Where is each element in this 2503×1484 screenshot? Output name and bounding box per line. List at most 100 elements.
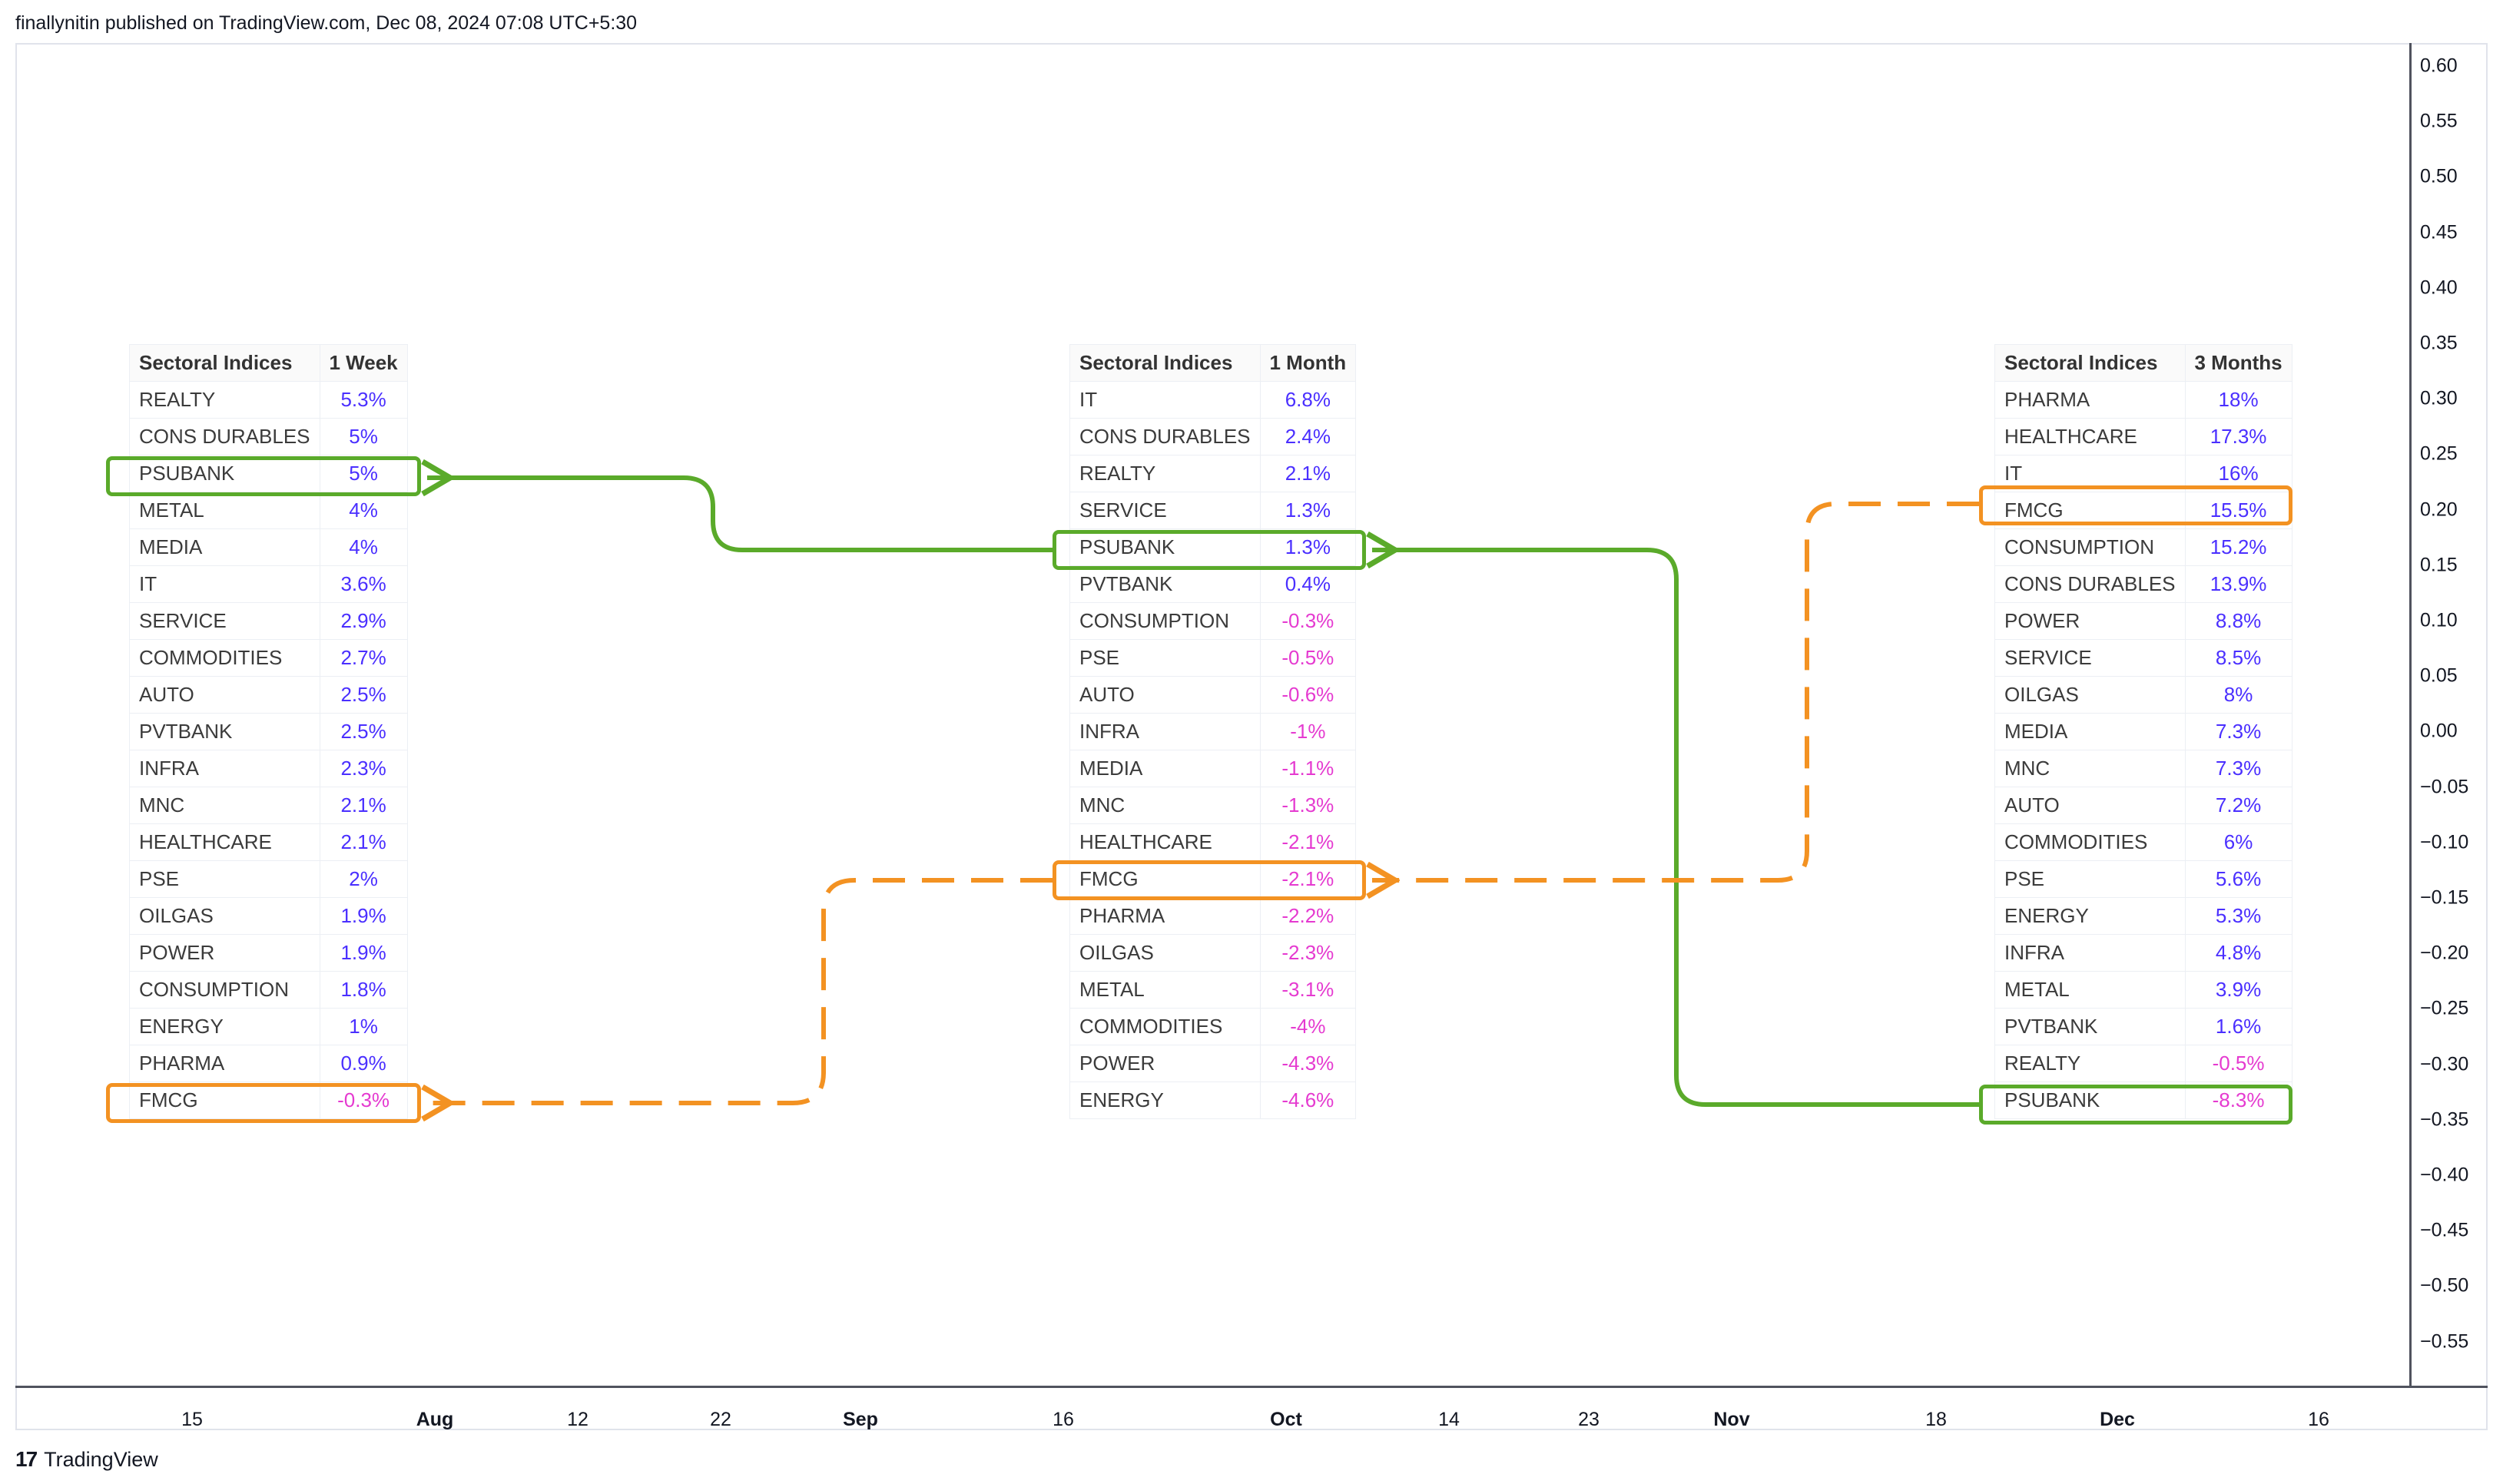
sector-name: COMMODITIES (1994, 823, 2186, 861)
fmcg-arrow-3months-to-1month (1372, 502, 1979, 880)
table-row: OILGAS 1.9% (129, 897, 408, 935)
sector-return: 0.4% (1260, 565, 1357, 603)
fmcg-highlight-1-week (106, 1083, 421, 1123)
sector-name: POWER (1069, 1045, 1261, 1082)
sector-name: IT (1069, 381, 1261, 419)
time-axis-label: 12 (567, 1409, 588, 1430)
sector-return: -1.1% (1260, 750, 1357, 787)
column-header-period: 1 Week (320, 344, 408, 382)
chart-pane[interactable] (15, 43, 2488, 1430)
price-axis-label: 0.30 (2420, 387, 2458, 409)
table-row: REALTY 5.3% (129, 381, 408, 419)
footer-branding[interactable]: 17 TradingView (15, 1447, 158, 1472)
sector-return: -2.1% (1260, 823, 1357, 861)
sector-name: HEALTHCARE (1994, 418, 2186, 455)
sector-return: 2.1% (320, 787, 408, 824)
time-axis-label: Dec (2100, 1409, 2135, 1430)
price-axis-label: 0.50 (2420, 165, 2458, 187)
sector-name: COMMODITIES (1069, 1008, 1261, 1045)
fmcg-arrow-1month-to-1week (427, 878, 1053, 1103)
sector-name: CONSUMPTION (129, 971, 320, 1009)
sector-name: MNC (1994, 750, 2186, 787)
sector-return: 1% (320, 1008, 408, 1045)
table-row: IT 3.6% (129, 565, 408, 603)
sector-return: 8.5% (2185, 639, 2292, 677)
sector-name: INFRA (129, 750, 320, 787)
sector-return: -0.5% (1260, 639, 1357, 677)
sector-name: ENERGY (1994, 897, 2186, 935)
price-axis-label: 0.00 (2420, 720, 2458, 742)
publisher-caption: finallynitin published on TradingView.co… (15, 12, 638, 34)
table-row: AUTO 2.5% (129, 676, 408, 714)
sector-return: -4.6% (1260, 1082, 1357, 1119)
sector-return: 1.3% (1260, 492, 1357, 529)
table-row: MEDIA -1.1% (1069, 750, 1357, 787)
sector-name: PVTBANK (129, 713, 320, 750)
table-row: HEALTHCARE 2.1% (129, 823, 408, 861)
sector-return: 2.5% (320, 676, 408, 714)
table-row: SERVICE 8.5% (1994, 639, 2292, 677)
sector-name: PVTBANK (1069, 565, 1261, 603)
table-row: AUTO 7.2% (1994, 787, 2292, 824)
price-axis-label: 0.35 (2420, 332, 2458, 354)
column-header-period: 3 Months (2185, 344, 2292, 382)
sector-name: OILGAS (129, 897, 320, 935)
sector-return: 5.3% (320, 381, 408, 419)
price-axis-label: 0.45 (2420, 221, 2458, 243)
table-row: INFRA 2.3% (129, 750, 408, 787)
sector-name: AUTO (1994, 787, 2186, 824)
table-row: INFRA -1% (1069, 713, 1357, 750)
table-row: POWER 1.9% (129, 934, 408, 972)
sector-return: 7.3% (2185, 713, 2292, 750)
table-row: COMMODITIES 2.7% (129, 639, 408, 677)
column-header-sector: Sectoral Indices (1069, 344, 1261, 382)
sector-return: 0.9% (320, 1045, 408, 1082)
table-row: CONS DURABLES 5% (129, 418, 408, 455)
table-row: COMMODITIES -4% (1069, 1008, 1357, 1045)
psubank-highlight-1-week (106, 456, 421, 496)
sector-name: HEALTHCARE (1069, 823, 1261, 861)
sector-name: PSE (1069, 639, 1261, 677)
table-row: ENERGY 5.3% (1994, 897, 2292, 935)
sector-name: PSE (129, 860, 320, 898)
sector-return: 7.3% (2185, 750, 2292, 787)
table-row: INFRA 4.8% (1994, 934, 2292, 972)
price-axis-label: 0.60 (2420, 55, 2458, 77)
sector-name: CONSUMPTION (1069, 602, 1261, 640)
column-header-sector: Sectoral Indices (1994, 344, 2186, 382)
sector-return: 2.5% (320, 713, 408, 750)
sector-name: REALTY (129, 381, 320, 419)
price-axis-label: 0.55 (2420, 110, 2458, 132)
table-row: ENERGY 1% (129, 1008, 408, 1045)
time-axis-label: 16 (1053, 1409, 1074, 1430)
fmcg-highlight-3-months (1979, 485, 2292, 525)
sector-name: PSUBANK (129, 455, 320, 492)
table-row: METAL -3.1% (1069, 971, 1357, 1009)
time-axis-separator (15, 1386, 2488, 1388)
sector-return: -0.3% (1260, 602, 1357, 640)
sector-return: -1.3% (1260, 787, 1357, 824)
sector-name: PHARMA (1994, 381, 2186, 419)
sector-return: 8.8% (2185, 602, 2292, 640)
table-row: POWER 8.8% (1994, 602, 2292, 640)
sector-name: PVTBANK (1994, 1008, 2186, 1045)
table-row: REALTY -0.5% (1994, 1045, 2292, 1082)
price-axis-label: −0.45 (2420, 1219, 2469, 1241)
sector-return: -2.3% (1260, 934, 1357, 972)
sector-name: AUTO (1069, 676, 1261, 714)
price-axis-label: 0.40 (2420, 277, 2458, 299)
sector-return: 5% (320, 455, 408, 492)
table-header-row: Sectoral Indices 1 Week (129, 344, 408, 382)
sector-return: 2.7% (320, 639, 408, 677)
price-axis-label: 0.05 (2420, 664, 2458, 687)
table-row: METAL 3.9% (1994, 971, 2292, 1009)
price-axis-label: −0.10 (2420, 831, 2469, 853)
sector-name: METAL (1994, 971, 2186, 1009)
sector-return: 5% (320, 418, 408, 455)
sector-return: 13.9% (2185, 565, 2292, 603)
time-axis-label: Sep (843, 1409, 878, 1430)
sector-name: FMCG (1069, 860, 1261, 898)
sector-name: REALTY (1994, 1045, 2186, 1082)
sector-name: MEDIA (1069, 750, 1261, 787)
sector-name: SERVICE (1994, 639, 2186, 677)
